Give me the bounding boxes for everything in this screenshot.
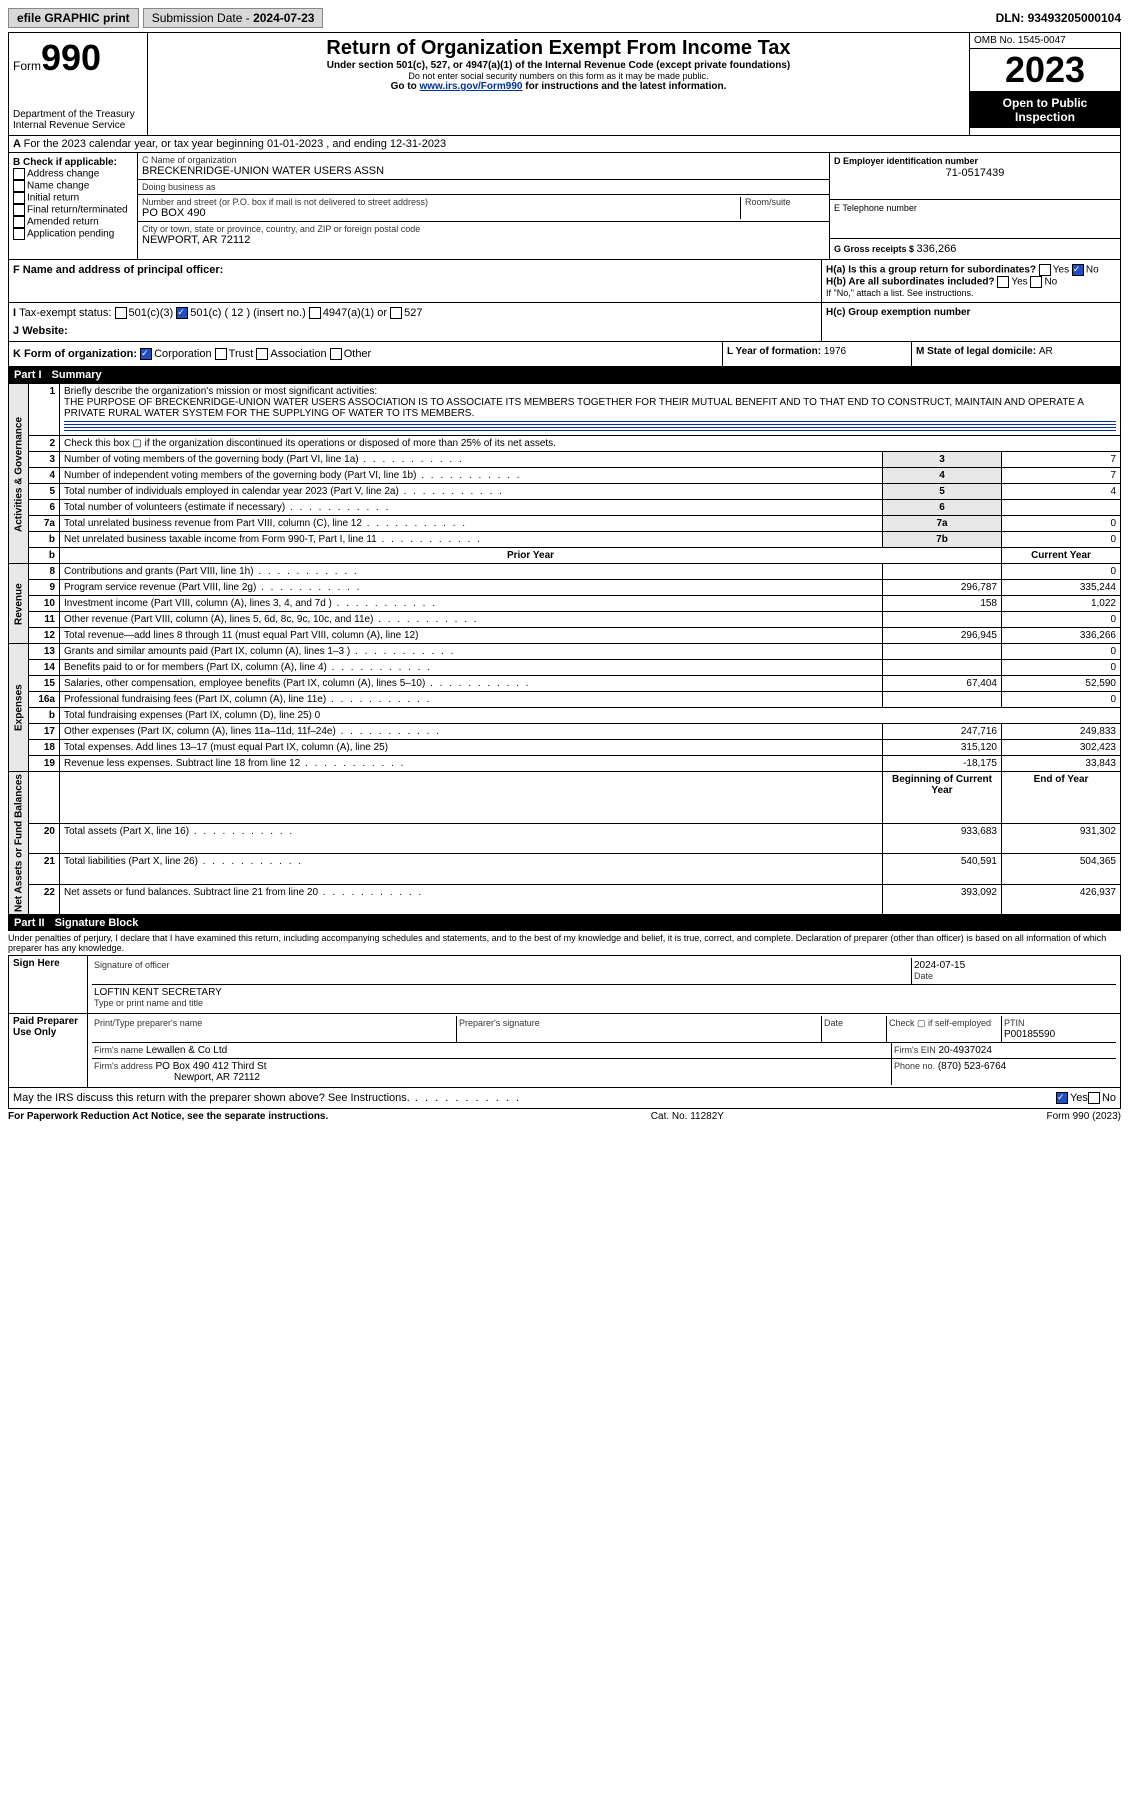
hb-note: If "No," attach a list. See instructions…	[826, 288, 1116, 298]
hdr-eoy: End of Year	[1002, 772, 1121, 823]
cat-no: Cat. No. 11282Y	[651, 1111, 724, 1122]
b-opt-name[interactable]: Name change	[13, 180, 133, 192]
dln: DLN: 93493205000104	[996, 11, 1121, 25]
hdr-prior-year: Prior Year	[60, 548, 1002, 564]
irs-label: Internal Revenue Service	[13, 120, 143, 131]
section-a: A For the 2023 calendar year, or tax yea…	[8, 136, 1121, 153]
b-opt-final[interactable]: Final return/terminated	[13, 204, 133, 216]
form-number: Form990	[13, 37, 143, 79]
discuss-no[interactable]	[1088, 1092, 1100, 1104]
firm-name: Lewallen & Co Ltd	[146, 1045, 227, 1056]
chk-501c3[interactable]	[115, 307, 127, 319]
perjury-text: Under penalties of perjury, I declare th…	[8, 931, 1121, 955]
form-sub2: Do not enter social security numbers on …	[152, 71, 965, 81]
c-dba-label: Doing business as	[142, 182, 825, 192]
b-opt-address[interactable]: Address change	[13, 168, 133, 180]
discuss-row: May the IRS discuss this return with the…	[8, 1088, 1121, 1109]
m-label: M State of legal domicile:	[916, 346, 1039, 357]
c-name-label: C Name of organization	[142, 155, 825, 165]
officer-name: LOFTIN KENT SECRETARY	[94, 987, 222, 998]
l-label: L Year of formation:	[727, 346, 824, 357]
hdr-boy: Beginning of Current Year	[883, 772, 1002, 823]
topbar: efile GRAPHIC print Submission Date - 20…	[8, 8, 1121, 28]
state-domicile: AR	[1039, 346, 1053, 357]
ein: 71-0517439	[834, 167, 1116, 179]
paid-preparer-label: Paid Preparer Use Only	[9, 1013, 88, 1087]
part1-header: Part ISummary	[8, 367, 1121, 383]
row-klm: K Form of organization: Corporation Trus…	[8, 342, 1121, 367]
org-city: NEWPORT, AR 72112	[142, 234, 825, 246]
gross-receipts: 336,266	[917, 243, 957, 255]
omb-number: OMB No. 1545-0047	[970, 33, 1120, 49]
signature-block: Sign Here Signature of officer2024-07-15…	[8, 955, 1121, 1088]
row-ij: I Tax-exempt status: 501(c)(3) 501(c) ( …	[8, 303, 1121, 342]
firm-addr: PO Box 490 412 Third St	[156, 1061, 267, 1072]
year-formation: 1976	[824, 346, 846, 357]
chk-4947[interactable]	[309, 307, 321, 319]
pra-notice: For Paperwork Reduction Act Notice, see …	[8, 1111, 328, 1122]
chk-other[interactable]	[330, 348, 342, 360]
hb: H(b) Are all subordinates included? Yes …	[826, 276, 1116, 288]
tax-year: 2023	[970, 49, 1120, 92]
org-name: BRECKENRIDGE-UNION WATER USERS ASSN	[142, 165, 825, 177]
g-label: G Gross receipts $	[834, 244, 917, 254]
hdr-current-year: Current Year	[1002, 548, 1121, 564]
f-label: F Name and address of principal officer:	[13, 264, 223, 276]
d-label: D Employer identification number	[834, 156, 978, 166]
part2-header: Part IISignature Block	[8, 915, 1121, 931]
discuss-yes[interactable]	[1056, 1092, 1068, 1104]
b-opt-pending[interactable]: Application pending	[13, 228, 133, 240]
group-netassets: Net Assets or Fund Balances	[9, 772, 29, 915]
c-city-label: City or town, state or province, country…	[142, 224, 825, 234]
form-sub3: Go to www.irs.gov/Form990 for instructio…	[152, 81, 965, 92]
b-label: B Check if applicable:	[13, 157, 117, 168]
mission: THE PURPOSE OF BRECKENRIDGE-UNION WATER …	[64, 397, 1083, 419]
chk-trust[interactable]	[215, 348, 227, 360]
summary-table: Activities & Governance 1Briefly describ…	[8, 383, 1121, 915]
q2: Check this box ▢ if the organization dis…	[60, 436, 1121, 452]
form-ref: Form 990 (2023)	[1047, 1111, 1121, 1122]
ptin: P00185590	[1004, 1029, 1055, 1040]
form-header: Form990 Department of the Treasury Inter…	[8, 32, 1121, 136]
chk-corp[interactable]	[140, 348, 152, 360]
ha: H(a) Is this a group return for subordin…	[826, 264, 1116, 276]
efile-print-button[interactable]: efile GRAPHIC print	[8, 8, 139, 28]
open-inspection: Open to Public Inspection	[970, 92, 1120, 128]
b-opt-initial[interactable]: Initial return	[13, 192, 133, 204]
footer: For Paperwork Reduction Act Notice, see …	[8, 1109, 1121, 1122]
group-governance: Activities & Governance	[9, 384, 29, 564]
q1: Briefly describe the organization's miss…	[64, 386, 377, 397]
firm-phone: (870) 523-6764	[938, 1061, 1006, 1072]
c-addr-label: Number and street (or P.O. box if mail i…	[142, 197, 740, 207]
form-title: Return of Organization Exempt From Incom…	[152, 37, 965, 60]
block-fgh: F Name and address of principal officer:…	[8, 260, 1121, 303]
sign-here-label: Sign Here	[9, 955, 88, 1013]
i-label: Tax-exempt status:	[19, 307, 111, 319]
form-sub1: Under section 501(c), 527, or 4947(a)(1)…	[152, 60, 965, 71]
group-expenses: Expenses	[9, 644, 29, 772]
room-label: Room/suite	[745, 197, 825, 207]
k-label: K Form of organization:	[13, 348, 137, 360]
dept-label: Department of the Treasury	[13, 109, 143, 120]
block-bcd: B Check if applicable: Address change Na…	[8, 153, 1121, 260]
chk-501c[interactable]	[176, 307, 188, 319]
group-revenue: Revenue	[9, 564, 29, 644]
org-addr: PO BOX 490	[142, 207, 740, 219]
chk-527[interactable]	[390, 307, 402, 319]
submission-date: Submission Date - 2024-07-23	[143, 8, 324, 28]
sig-date: 2024-07-15	[914, 960, 965, 971]
b-opt-amended[interactable]: Amended return	[13, 216, 133, 228]
firm-ein: 20-4937024	[939, 1045, 992, 1056]
e-label: E Telephone number	[834, 203, 917, 213]
chk-assoc[interactable]	[256, 348, 268, 360]
j-label: Website:	[22, 325, 68, 337]
hc: H(c) Group exemption number	[826, 307, 970, 318]
